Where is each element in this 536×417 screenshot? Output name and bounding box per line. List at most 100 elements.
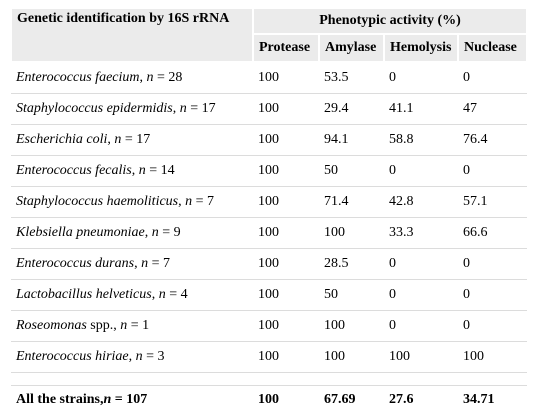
- row-label: Roseomonas spp., n = 1: [11, 310, 253, 342]
- label-part: = 4: [165, 287, 188, 302]
- value-cell: 100: [253, 186, 319, 218]
- label-part: ,: [178, 194, 186, 209]
- header-group: Phenotypic activity (%): [251, 9, 529, 35]
- row-label: All the strains,n = 107: [11, 386, 253, 415]
- label-part: Klebsiella pneumoniae: [16, 225, 145, 240]
- table-row: Roseomonas spp., n = 1 100 100 0 0: [11, 310, 528, 342]
- label-part: Enterococcus faecium: [16, 70, 140, 85]
- table-row: Enterococcus hiriae, n = 3 100 100 100 100: [11, 341, 528, 373]
- row-label: Staphylococcus haemoliticus, n = 7: [11, 186, 253, 218]
- value-cell: 100: [253, 341, 319, 373]
- label-part: Lactobacillus helveticus: [16, 287, 152, 302]
- value-cell: 34.71: [463, 392, 495, 407]
- label-part: n: [179, 101, 187, 116]
- table-row: Staphylococcus epidermidis, n = 17 100 29.…: [11, 93, 528, 125]
- value-cell: 0: [458, 310, 528, 342]
- value-cell: 71.4: [319, 186, 384, 218]
- row-label: Enterococcus durans, n = 7: [11, 248, 253, 280]
- label-part: = 14: [145, 163, 175, 178]
- label-part: n: [146, 70, 154, 85]
- value-cell: 100: [253, 248, 319, 280]
- spacer-row: [11, 372, 528, 386]
- value-cell: 42.8: [384, 186, 458, 218]
- row-label: Lactobacillus helveticus, n = 4: [11, 279, 253, 311]
- value-cell: 100: [253, 93, 319, 125]
- value-cell: 76.4: [458, 124, 528, 156]
- value-cell: 67.69: [324, 392, 356, 407]
- table-row: Klebsiella pneumoniae, n = 9 100 100 33.3 66…: [11, 217, 528, 249]
- value-cell: 0: [384, 62, 458, 94]
- label-part: n: [151, 225, 159, 240]
- label-part: = 28: [153, 70, 183, 85]
- value-cell: 100: [319, 341, 384, 373]
- label-part: Staphylococcus haemoliticus: [16, 194, 179, 209]
- label-part: ,: [139, 70, 147, 85]
- label-part: ,: [107, 132, 115, 147]
- label-part: = 1: [127, 318, 150, 333]
- value-cell: 100: [458, 341, 528, 373]
- table-row: Escherichia coli, n = 17 100 94.1 58.8 76.4: [11, 124, 528, 156]
- value-cell: 100: [253, 217, 319, 249]
- value-cell: 100: [253, 124, 319, 156]
- table-row: Enterococcus faecium, n = 28 100 53.5 0 0: [11, 62, 528, 94]
- value-cell: 100: [319, 217, 384, 249]
- label-part: spp.,: [86, 318, 121, 333]
- label-part: ,: [131, 163, 139, 178]
- label-part: Escherichia coli: [16, 132, 108, 147]
- column-header: Amylase: [318, 34, 385, 63]
- value-cell: 33.3: [384, 217, 458, 249]
- label-part: Enterococcus durans: [16, 256, 135, 271]
- value-cell: 100: [253, 155, 319, 187]
- table-body: Enterococcus faecium, n = 28 100 53.5 0 0 Sta…: [11, 62, 528, 415]
- header-cell: Genetic identification by 16S rRNA: [10, 9, 254, 63]
- column-header: Nuclease: [456, 34, 529, 63]
- spacer-cell: [11, 372, 528, 386]
- header-row: Genetic identification by 16S rRNA Pheno…: [10, 9, 529, 63]
- row-label: Escherichia coli, n = 17: [11, 124, 253, 156]
- label-part: ,: [128, 349, 136, 364]
- label-part: Enterococcus hiriae: [16, 349, 129, 364]
- label-part: = 9: [158, 225, 181, 240]
- value-cell: 66.6: [458, 217, 528, 249]
- label-part: n: [141, 256, 149, 271]
- value-cell: 0: [384, 248, 458, 280]
- label-part: Staphylococcus epidermidis: [16, 101, 173, 116]
- row-label: Staphylococcus epidermidis, n = 17: [11, 93, 253, 125]
- row-label: Enterococcus hiriae, n = 3: [11, 341, 253, 373]
- label-part: ,: [134, 256, 142, 271]
- row-label: Enterococcus fecalis, n = 14: [11, 155, 253, 187]
- label-part: Roseomonas: [16, 318, 87, 333]
- value-cell: 29.4: [319, 93, 384, 125]
- label-part: Enterococcus fecalis: [16, 163, 132, 178]
- value-cell: 47: [458, 93, 528, 125]
- label-part: ,: [151, 287, 159, 302]
- value-cell: 0: [458, 279, 528, 311]
- value-cell: 0: [458, 155, 528, 187]
- label-part: = 17: [186, 101, 216, 116]
- label-part: = 107: [111, 392, 148, 407]
- label-part: = 17: [121, 132, 151, 147]
- value-cell: 100: [253, 279, 319, 311]
- value-cell: 0: [384, 279, 458, 311]
- label-part: n: [120, 318, 128, 333]
- label-part: n: [114, 132, 122, 147]
- column-header: Protease: [252, 34, 320, 63]
- table-row: Enterococcus durans, n = 7 100 28.5 0 0: [11, 248, 528, 280]
- label-part: n: [103, 392, 112, 407]
- value-cell: 41.1: [384, 93, 458, 125]
- table-row: Lactobacillus helveticus, n = 4 100 50 0 0: [11, 279, 528, 311]
- value-cell: 0: [458, 62, 528, 94]
- value-cell: 94.1: [319, 124, 384, 156]
- value-cell: 0: [458, 248, 528, 280]
- value-cell: 0: [384, 155, 458, 187]
- value-cell: 100: [253, 310, 319, 342]
- label-part: n: [138, 163, 146, 178]
- row-label: Klebsiella pneumoniae, n = 9: [11, 217, 253, 249]
- table-row: All the strains,n = 107 100 67.69 27.6 34.71: [11, 386, 527, 415]
- table-row: Enterococcus fecalis, n = 14 100 50 0 0: [11, 155, 528, 187]
- label-part: = 7: [148, 256, 170, 271]
- label-part: = 3: [142, 349, 165, 364]
- header-row: Protease Amylase Hemolysis Nuclease: [11, 34, 529, 63]
- value-cell: 100: [258, 392, 279, 407]
